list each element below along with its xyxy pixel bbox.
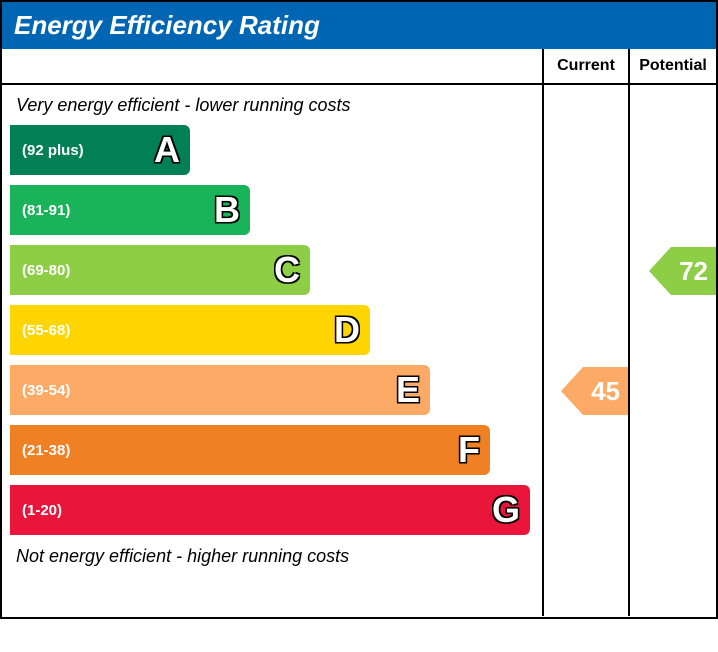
band-bar-b: (81-91) B — [10, 185, 250, 235]
band-range-f: (21-38) — [22, 442, 70, 459]
potential-pointer: 72 — [649, 247, 716, 295]
band-row-e: (39-54) E — [10, 360, 534, 420]
band-letter-a: A — [154, 129, 180, 171]
current-arrow-icon — [561, 367, 583, 415]
bands-column: Very energy efficient - lower running co… — [2, 49, 544, 616]
potential-column: Potential 72 — [630, 49, 716, 616]
current-pointer: 45 — [561, 367, 628, 415]
band-letter-g: G — [492, 489, 520, 531]
band-range-d: (55-68) — [22, 322, 70, 339]
band-range-b: (81-91) — [22, 202, 70, 219]
potential-header: Potential — [630, 49, 716, 85]
band-bar-d: (55-68) D — [10, 305, 370, 355]
title-text: Energy Efficiency Rating — [14, 10, 320, 40]
band-letter-c: C — [274, 249, 300, 291]
band-bar-g: (1-20) G — [10, 485, 530, 535]
band-bar-f: (21-38) F — [10, 425, 490, 475]
band-row-b: (81-91) B — [10, 180, 534, 240]
band-row-g: (1-20) G — [10, 480, 534, 540]
band-bar-a: (92 plus) A — [10, 125, 190, 175]
band-range-a: (92 plus) — [22, 142, 84, 159]
potential-value: 72 — [671, 247, 716, 295]
band-row-a: (92 plus) A — [10, 120, 534, 180]
current-body: 45 — [544, 85, 628, 652]
bands-body: Very energy efficient - lower running co… — [2, 85, 542, 577]
band-range-e: (39-54) — [22, 382, 70, 399]
bands-header — [2, 49, 542, 85]
band-row-d: (55-68) D — [10, 300, 534, 360]
band-row-c: (69-80) C — [10, 240, 534, 300]
current-header: Current — [544, 49, 628, 85]
band-bar-e: (39-54) E — [10, 365, 430, 415]
caption-efficient: Very energy efficient - lower running co… — [10, 91, 534, 120]
band-range-c: (69-80) — [22, 262, 70, 279]
band-bar-c: (69-80) C — [10, 245, 310, 295]
current-value: 45 — [583, 367, 628, 415]
current-column: Current 45 — [544, 49, 630, 616]
caption-inefficient: Not energy efficient - higher running co… — [10, 542, 534, 571]
chart-area: Very energy efficient - lower running co… — [2, 49, 716, 616]
band-row-f: (21-38) F — [10, 420, 534, 480]
potential-arrow-icon — [649, 247, 671, 295]
epc-chart: Energy Efficiency Rating Very energy eff… — [0, 0, 718, 619]
potential-body: 72 — [630, 85, 716, 652]
title-bar: Energy Efficiency Rating — [2, 2, 716, 49]
band-letter-e: E — [396, 369, 420, 411]
band-letter-f: F — [458, 429, 480, 471]
bands-container: (92 plus) A (81-91) B (69-80) C (55-68) D (39-54… — [10, 120, 534, 540]
band-letter-b: B — [214, 189, 240, 231]
band-letter-d: D — [334, 309, 360, 351]
band-range-g: (1-20) — [22, 502, 62, 519]
